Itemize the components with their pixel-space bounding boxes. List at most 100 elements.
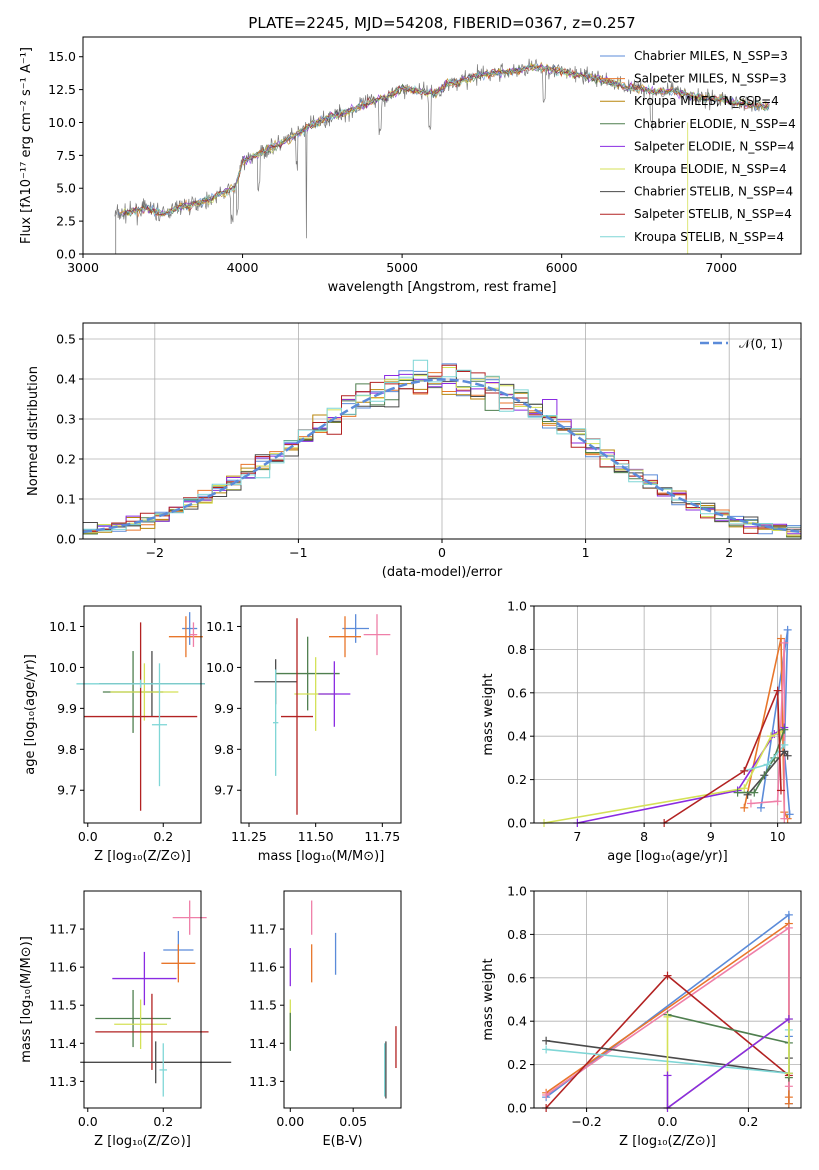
x-tick-label: 0 <box>438 545 446 560</box>
y-tick-label: 0.4 <box>56 372 76 387</box>
chart-title: PLATE=2245, MJD=54208, FIBERID=0367, z=0… <box>248 14 635 32</box>
weight-lines <box>542 910 793 1112</box>
x-tick-label: 0.2 <box>153 1114 173 1129</box>
y-axis-label: mass weight <box>481 958 496 1040</box>
weight-line <box>743 638 789 820</box>
y-tick-label: 0.2 <box>507 1057 527 1072</box>
spectrum-frame <box>82 36 802 255</box>
weight-line <box>746 750 789 796</box>
y-tick-label: 10.1 <box>49 619 77 634</box>
errorbar-frame <box>283 890 402 1109</box>
x-axis-label: Z [log₁₀(Z/Z⊙)] <box>94 849 191 864</box>
y-tick-label: 0.4 <box>507 729 527 744</box>
x-tick-label: −1 <box>289 545 307 560</box>
legend <box>600 55 625 238</box>
legend-entry: Salpeter STELIB, N_SSP=4 <box>634 207 792 221</box>
y-tick-label: 11.6 <box>49 960 77 975</box>
y-axis-label: mass weight <box>481 673 496 755</box>
y-tick-label: 11.3 <box>249 1074 277 1089</box>
y-tick-label: 11.5 <box>49 998 77 1013</box>
y-tick-label: 0.0 <box>507 816 527 831</box>
y-tick-label: 1.0 <box>507 884 527 899</box>
y-tick-label: 15.0 <box>48 49 76 64</box>
model-line <box>124 65 769 216</box>
y-tick-label: 0.1 <box>56 492 76 507</box>
y-tick-label: 0.8 <box>507 927 527 942</box>
legend-entry: Salpeter ELODIE, N_SSP=4 <box>634 139 795 153</box>
x-axis-label: wavelength [Angstrom, rest frame] <box>328 280 557 295</box>
x-tick-label: 0.0 <box>78 1114 98 1129</box>
errorbar-frame <box>83 890 202 1109</box>
y-tick-label: 0.6 <box>507 685 527 700</box>
model-line <box>125 64 770 216</box>
y-tick-label: 11.4 <box>49 1036 77 1051</box>
x-tick-label: 11.25 <box>231 829 267 844</box>
y-tick-label: 5.0 <box>56 181 76 196</box>
y-tick-label: 7.5 <box>56 148 76 163</box>
y-tick-label: 0.0 <box>56 532 76 547</box>
y-axis-label: age [log₁₀(age/yr)] <box>23 654 38 775</box>
y-tick-label: 11.3 <box>49 1074 77 1089</box>
y-tick-label: 9.7 <box>214 783 234 798</box>
histogram-series <box>83 376 801 537</box>
y-axis-label: Normed distribution <box>26 366 41 496</box>
y-tick-label: 11.4 <box>249 1036 277 1051</box>
errorbar-points <box>289 900 397 1099</box>
legend-entry: Chabrier MILES, N_SSP=3 <box>634 49 788 63</box>
x-axis-label: E(B-V) <box>322 1134 362 1149</box>
y-tick-label: 10.1 <box>206 619 234 634</box>
y-tick-label: 9.8 <box>57 742 77 757</box>
y-tick-label: 9.8 <box>214 742 234 757</box>
y-tick-label: 0.2 <box>56 452 76 467</box>
y-tick-label: 11.6 <box>249 960 277 975</box>
x-axis-label: Z [log₁₀(Z/Z⊙)] <box>619 1134 716 1149</box>
x-tick-label: −0.2 <box>571 1114 601 1129</box>
y-tick-label: 1.0 <box>507 599 527 614</box>
x-tick-label: −2 <box>146 545 164 560</box>
y-tick-label: 0.0 <box>507 1101 527 1116</box>
y-tick-label: 12.5 <box>48 82 76 97</box>
histogram-series <box>83 373 801 535</box>
errorbar-points <box>254 614 391 815</box>
legend-entry: Salpeter MILES, N_SSP=3 <box>634 72 787 86</box>
x-tick-label: 9 <box>707 829 715 844</box>
legend-entry: 𝒩(0, 1) <box>739 337 783 351</box>
x-tick-label: 0.2 <box>153 829 173 844</box>
histograms <box>82 359 802 538</box>
legend-entry: Kroupa MILES, N_SSP=4 <box>634 94 779 108</box>
x-tick-label: 3000 <box>67 260 99 275</box>
x-tick-label: 4000 <box>227 260 259 275</box>
legend-entry: Kroupa ELODIE, N_SSP=4 <box>634 162 787 176</box>
weight-line <box>577 726 785 824</box>
weight-line <box>543 731 782 824</box>
y-tick-label: 10.0 <box>48 115 76 130</box>
x-tick-label: 0.2 <box>738 1114 758 1129</box>
errorbar-points <box>76 612 205 811</box>
x-tick-label: 11.50 <box>298 829 334 844</box>
y-tick-label: 10.0 <box>206 660 234 675</box>
y-tick-label: 9.7 <box>57 783 77 798</box>
errorbar-frame <box>240 605 402 824</box>
y-tick-label: 0.4 <box>507 1014 527 1029</box>
legend-entry: Kroupa STELIB, N_SSP=4 <box>634 230 784 244</box>
x-axis-label: age [log₁₀(age/yr)] <box>607 849 728 864</box>
weight-line <box>760 629 791 815</box>
x-tick-label: 11.75 <box>364 829 400 844</box>
weight-line <box>667 1013 790 1078</box>
x-tick-label: 10 <box>770 829 786 844</box>
y-axis-label: mass [log₁₀(M/M⊙)] <box>19 936 34 1063</box>
x-tick-label: 0.00 <box>276 1114 304 1129</box>
x-tick-label: 8 <box>640 829 648 844</box>
x-tick-label: 7000 <box>705 260 737 275</box>
legend-entry: Chabrier ELODIE, N_SSP=4 <box>634 117 796 131</box>
errorbar-points <box>80 900 232 1097</box>
normal-curve <box>82 378 802 534</box>
weight-frame <box>533 890 802 1109</box>
weight-frame <box>533 605 802 824</box>
y-tick-label: 9.9 <box>214 701 234 716</box>
model-spectra <box>117 61 770 218</box>
histogram-frame <box>82 322 802 540</box>
y-axis-label: Flux [fλ10⁻¹⁷ erg cm⁻² s⁻¹ A⁻¹] <box>19 47 34 244</box>
weight-lines <box>540 625 794 827</box>
x-axis-label: mass [log₁₀(M/M⊙)] <box>258 849 385 864</box>
